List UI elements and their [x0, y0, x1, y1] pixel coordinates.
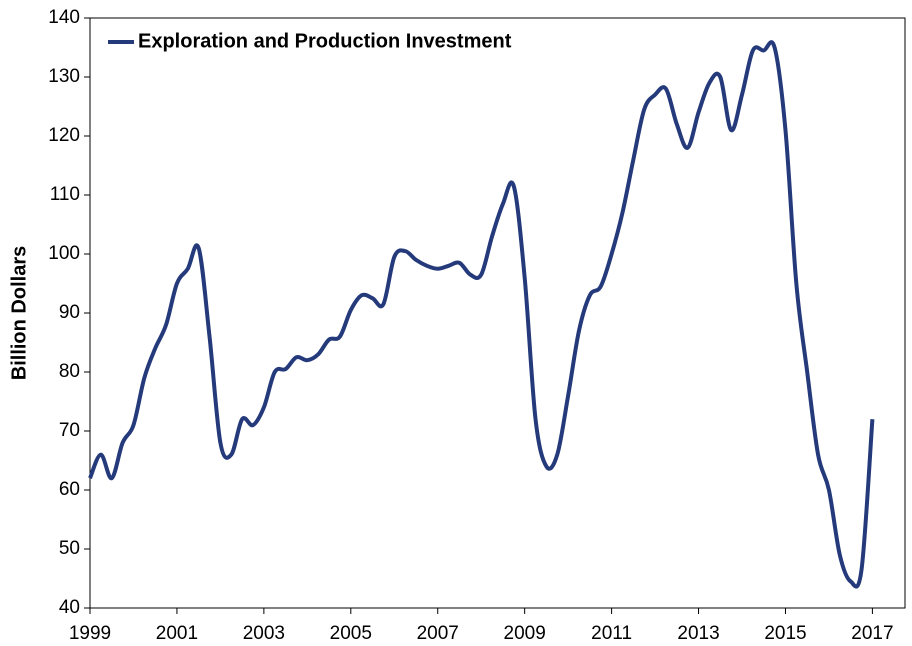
y-tick-label: 100 [48, 243, 80, 264]
y-tick-label: 60 [59, 479, 80, 500]
y-tick-label: 130 [48, 66, 80, 87]
x-tick-label: 2013 [677, 623, 719, 644]
y-tick-label: 110 [50, 184, 80, 205]
y-tick-label: 80 [59, 361, 80, 382]
y-tick-label: 120 [48, 125, 80, 146]
x-tick-label: 2003 [243, 623, 285, 644]
y-tick-label: 140 [48, 7, 80, 28]
y-tick-label: 90 [59, 302, 80, 323]
x-tick-label: 2017 [851, 623, 893, 644]
y-tick-label: 40 [59, 597, 80, 618]
x-tick-label: 1999 [69, 623, 111, 644]
x-tick-label: 2001 [156, 623, 198, 644]
data-line [88, 40, 875, 589]
x-tick-label: 2011 [591, 623, 632, 644]
x-tick-label: 2005 [330, 623, 372, 644]
x-tick-label: 2007 [417, 623, 459, 644]
x-tick-label: 2009 [504, 623, 546, 644]
legend-label: Exploration and Production Investment [138, 30, 512, 52]
y-tick-label: 50 [59, 538, 80, 559]
y-axis-label: Billion Dollars [8, 246, 30, 380]
y-tick-label: 70 [59, 420, 80, 441]
x-tick-label: 2015 [764, 623, 806, 644]
